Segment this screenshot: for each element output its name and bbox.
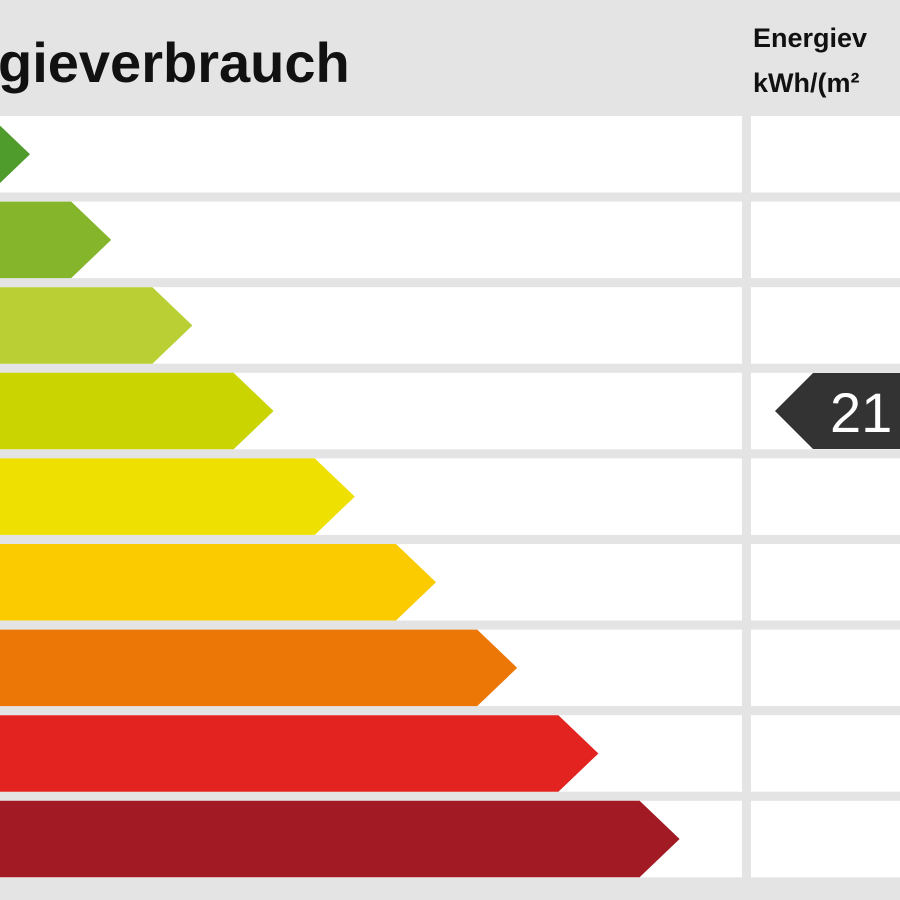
unit-line: Energiev xyxy=(753,23,867,53)
class-arrow xyxy=(0,629,518,707)
row-value-cell xyxy=(751,201,900,279)
class-arrow xyxy=(0,372,274,450)
indicator-arrow xyxy=(775,373,900,449)
indicator-value: 21 xyxy=(830,381,892,444)
row-value-cell xyxy=(751,800,900,878)
class-arrow xyxy=(0,800,680,878)
class-arrow xyxy=(0,116,30,193)
class-arrow xyxy=(0,201,112,279)
row-background xyxy=(0,201,742,279)
row-value-cell xyxy=(751,544,900,621)
class-arrow xyxy=(0,715,599,792)
row-value-cell xyxy=(751,287,900,364)
class-arrow xyxy=(0,458,355,535)
row-value-cell xyxy=(751,116,900,193)
row-value-cell xyxy=(751,458,900,535)
class-arrow xyxy=(0,544,436,621)
class-arrow xyxy=(0,287,193,364)
row-value-cell xyxy=(751,715,900,792)
title: gieverbrauch xyxy=(0,31,350,94)
row-value-cell xyxy=(751,629,900,707)
rows xyxy=(0,116,900,878)
row-background xyxy=(0,116,742,193)
unit-line: kWh/(m² xyxy=(753,68,859,98)
